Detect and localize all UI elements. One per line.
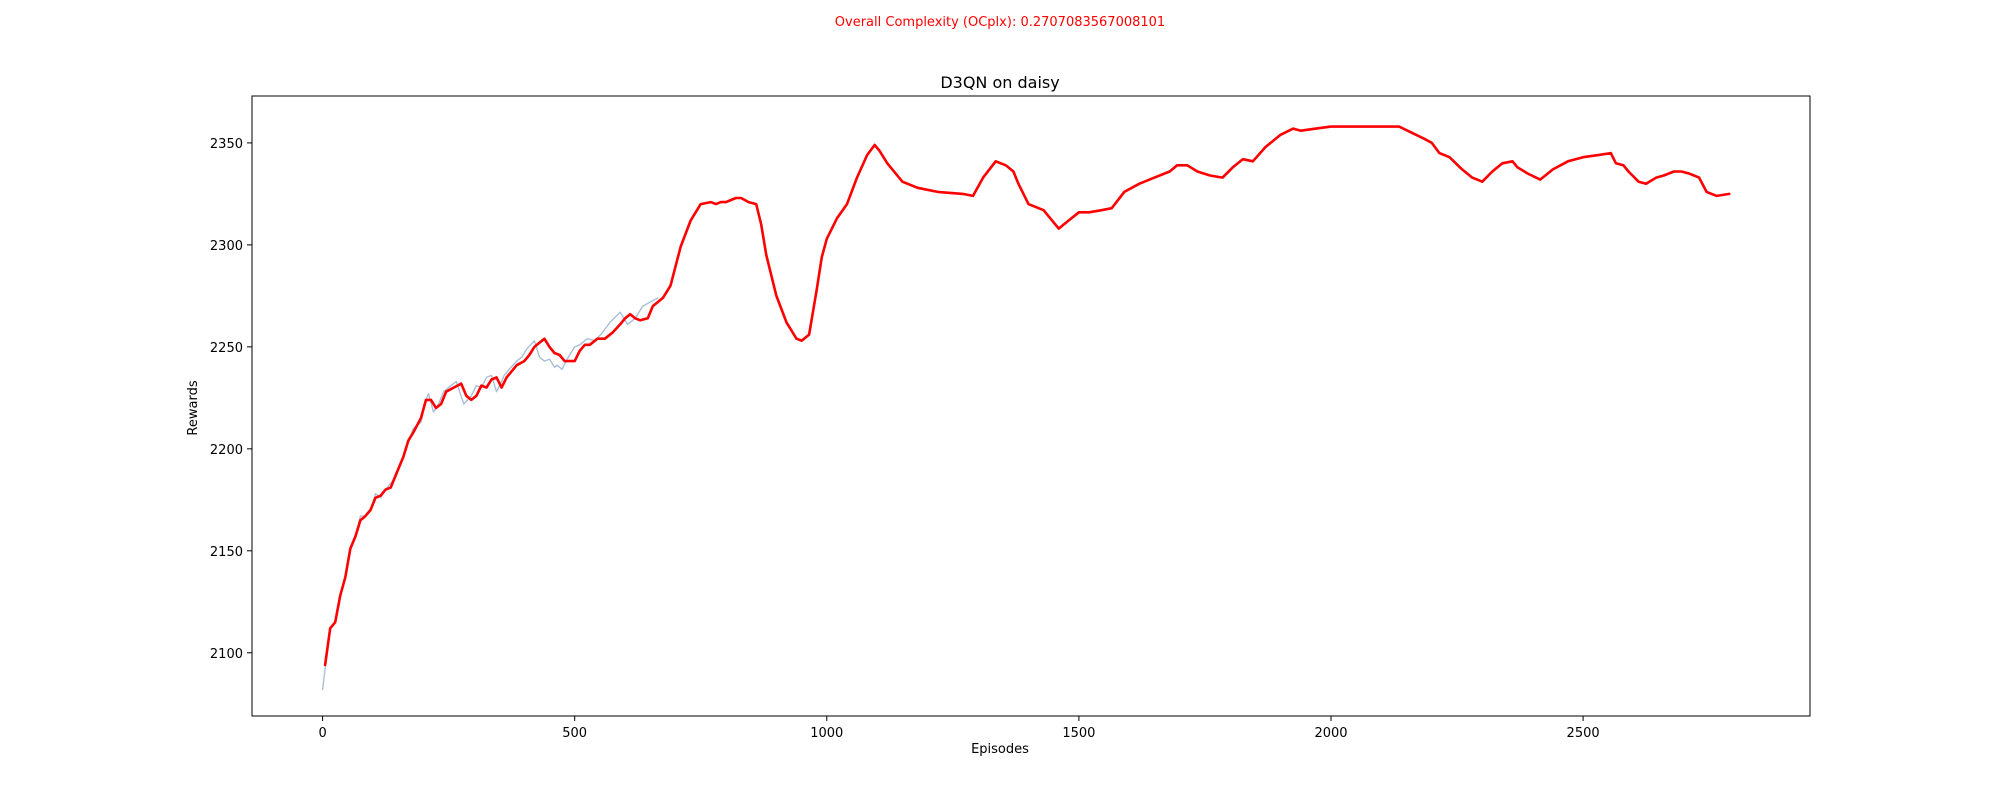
y-tick-label: 2350 <box>210 137 243 152</box>
x-tick-label: 500 <box>562 726 587 741</box>
y-tick-label: 2200 <box>210 443 243 458</box>
x-tick-label: 1500 <box>1062 726 1095 741</box>
y-axis: 2100 2150 2200 2250 2300 2350 <box>210 137 252 662</box>
y-tick-label: 2150 <box>210 545 243 560</box>
x-tick-label: 2500 <box>1567 726 1600 741</box>
smoothed-rewards-line <box>323 125 1731 667</box>
raw-rewards-line <box>321 297 659 691</box>
y-tick-label: 2300 <box>210 239 243 254</box>
y-axis-label: Rewards <box>186 380 201 435</box>
axes-frame <box>251 95 1811 717</box>
x-tick-label: 1000 <box>810 726 843 741</box>
y-tick-label: 2100 <box>210 647 243 662</box>
plot-area <box>321 125 1731 691</box>
x-axis-label: Episodes <box>971 742 1029 757</box>
chart-title: D3QN on daisy <box>940 73 1059 92</box>
chart-suptitle: Overall Complexity (OCplx): 0.2707083567… <box>835 15 1165 30</box>
x-tick-label: 2000 <box>1314 726 1347 741</box>
y-tick-label: 2250 <box>210 341 243 356</box>
x-tick-label: 0 <box>318 726 326 741</box>
x-axis: 0 500 1000 1500 2000 2500 <box>318 716 1600 741</box>
